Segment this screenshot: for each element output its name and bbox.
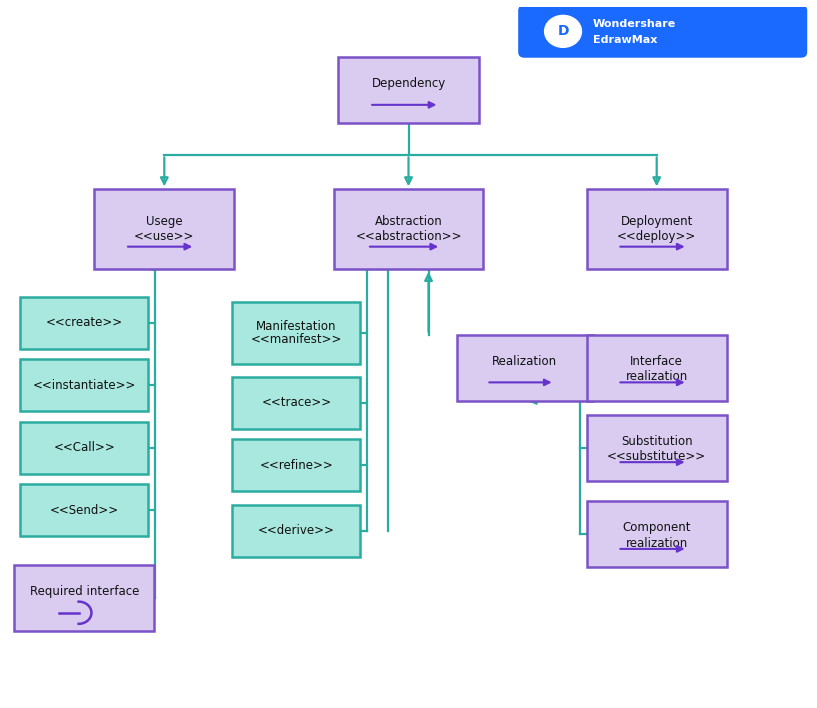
Text: Component: Component — [623, 521, 691, 535]
FancyBboxPatch shape — [587, 189, 727, 269]
Text: <<abstraction>>: <<abstraction>> — [355, 230, 462, 243]
FancyBboxPatch shape — [338, 57, 479, 123]
Text: <<create>>: <<create>> — [46, 316, 123, 329]
Text: realization: realization — [626, 537, 688, 549]
Text: Realization: Realization — [492, 355, 557, 367]
FancyBboxPatch shape — [587, 415, 727, 481]
Text: <<instantiate>>: <<instantiate>> — [33, 379, 136, 392]
FancyBboxPatch shape — [334, 189, 483, 269]
FancyBboxPatch shape — [20, 297, 148, 349]
FancyBboxPatch shape — [20, 422, 148, 474]
Text: Dependency: Dependency — [372, 77, 445, 90]
Text: realization: realization — [626, 370, 688, 383]
Circle shape — [545, 16, 582, 47]
Text: <<use>>: <<use>> — [134, 230, 194, 243]
Text: Substitution: Substitution — [621, 435, 693, 447]
Text: Wondershare: Wondershare — [592, 19, 676, 29]
Text: Required interface: Required interface — [29, 585, 139, 598]
Text: <<Send>>: <<Send>> — [50, 503, 118, 517]
Text: <<trace>>: <<trace>> — [261, 396, 332, 409]
FancyBboxPatch shape — [20, 484, 148, 536]
FancyBboxPatch shape — [14, 565, 154, 632]
FancyBboxPatch shape — [518, 5, 807, 58]
Text: Usege: Usege — [146, 215, 183, 228]
Text: Interface: Interface — [630, 355, 683, 367]
FancyBboxPatch shape — [232, 377, 360, 428]
Text: <<derive>>: <<derive>> — [258, 525, 335, 537]
Text: <<manifest>>: <<manifest>> — [251, 333, 342, 346]
Text: <<substitute>>: <<substitute>> — [607, 450, 706, 463]
FancyBboxPatch shape — [20, 359, 148, 411]
Text: Manifestation: Manifestation — [257, 321, 337, 333]
FancyBboxPatch shape — [587, 501, 727, 567]
FancyBboxPatch shape — [232, 439, 360, 491]
Text: <<deploy>>: <<deploy>> — [617, 230, 696, 243]
FancyBboxPatch shape — [587, 335, 727, 401]
Text: D: D — [557, 24, 569, 38]
Text: Abstraction: Abstraction — [375, 215, 442, 228]
FancyBboxPatch shape — [457, 335, 592, 401]
FancyBboxPatch shape — [94, 189, 234, 269]
Text: <<Call>>: <<Call>> — [53, 441, 115, 454]
FancyBboxPatch shape — [232, 505, 360, 557]
Text: EdrawMax: EdrawMax — [592, 35, 657, 45]
FancyBboxPatch shape — [232, 302, 360, 365]
Text: <<refine>>: <<refine>> — [260, 459, 333, 472]
Text: Deployment: Deployment — [621, 215, 693, 228]
